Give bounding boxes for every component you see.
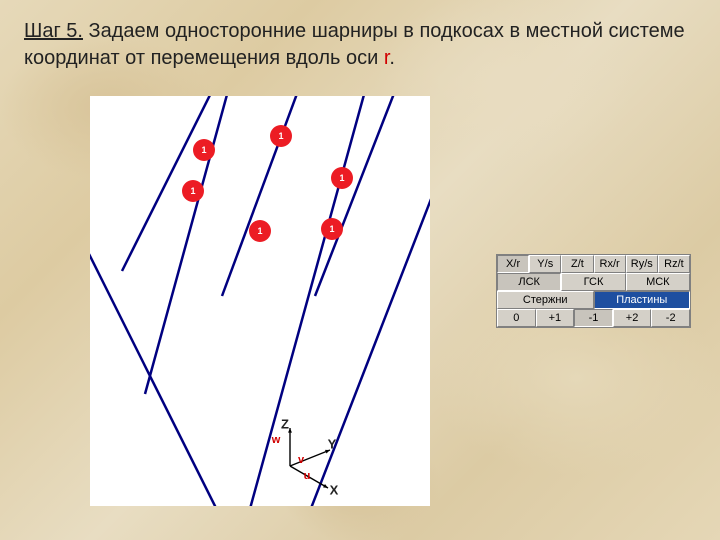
step-text-after: . <box>389 47 395 69</box>
constraint-toolbar: X/rY/sZ/tRx/rRy/sRz/t ЛСКГСКМСК СтержниП… <box>496 254 691 328</box>
coord-sys-button[interactable]: ЛСК <box>497 273 561 291</box>
value-button[interactable]: +1 <box>536 309 575 327</box>
value-button[interactable]: -1 <box>574 309 613 327</box>
step-number: Шаг 5. <box>24 20 83 42</box>
value-button[interactable]: 0 <box>497 309 536 327</box>
element-type-row: СтержниПластины <box>497 291 690 309</box>
axis-label-Y: Y <box>328 437 337 452</box>
elem-type-button[interactable]: Стержни <box>497 291 594 309</box>
dof-button[interactable]: Rx/r <box>594 255 626 273</box>
elem-type-button[interactable]: Пластины <box>594 291 691 309</box>
dof-button[interactable]: Ry/s <box>626 255 658 273</box>
value-row: 0+1-1+2-2 <box>497 309 690 327</box>
coord-sys-button[interactable]: МСК <box>626 273 690 291</box>
model-viewport[interactable]: 111111 ZYXwvu <box>90 96 430 506</box>
axis-label-v: v <box>298 454 304 466</box>
value-button[interactable]: -2 <box>651 309 690 327</box>
dof-row: X/rY/sZ/tRx/rRy/sRz/t <box>497 255 690 273</box>
dof-button[interactable]: Rz/t <box>658 255 690 273</box>
coordinate-axes <box>90 96 430 506</box>
coord-sys-button[interactable]: ГСК <box>561 273 625 291</box>
axis-label-w: w <box>272 434 281 446</box>
dof-button[interactable]: Z/t <box>561 255 593 273</box>
axis-label-Z: Z <box>281 417 289 432</box>
axis-label-u: u <box>304 470 311 482</box>
step-text-before: Задаем односторонние шарниры в подкосах … <box>24 20 685 69</box>
dof-button[interactable]: X/r <box>497 255 529 273</box>
axis-label-X: X <box>330 483 339 498</box>
value-button[interactable]: +2 <box>613 309 652 327</box>
coord-system-row: ЛСКГСКМСК <box>497 273 690 291</box>
dof-button[interactable]: Y/s <box>529 255 561 273</box>
step-heading: Шаг 5. Задаем односторонние шарниры в по… <box>24 18 696 72</box>
